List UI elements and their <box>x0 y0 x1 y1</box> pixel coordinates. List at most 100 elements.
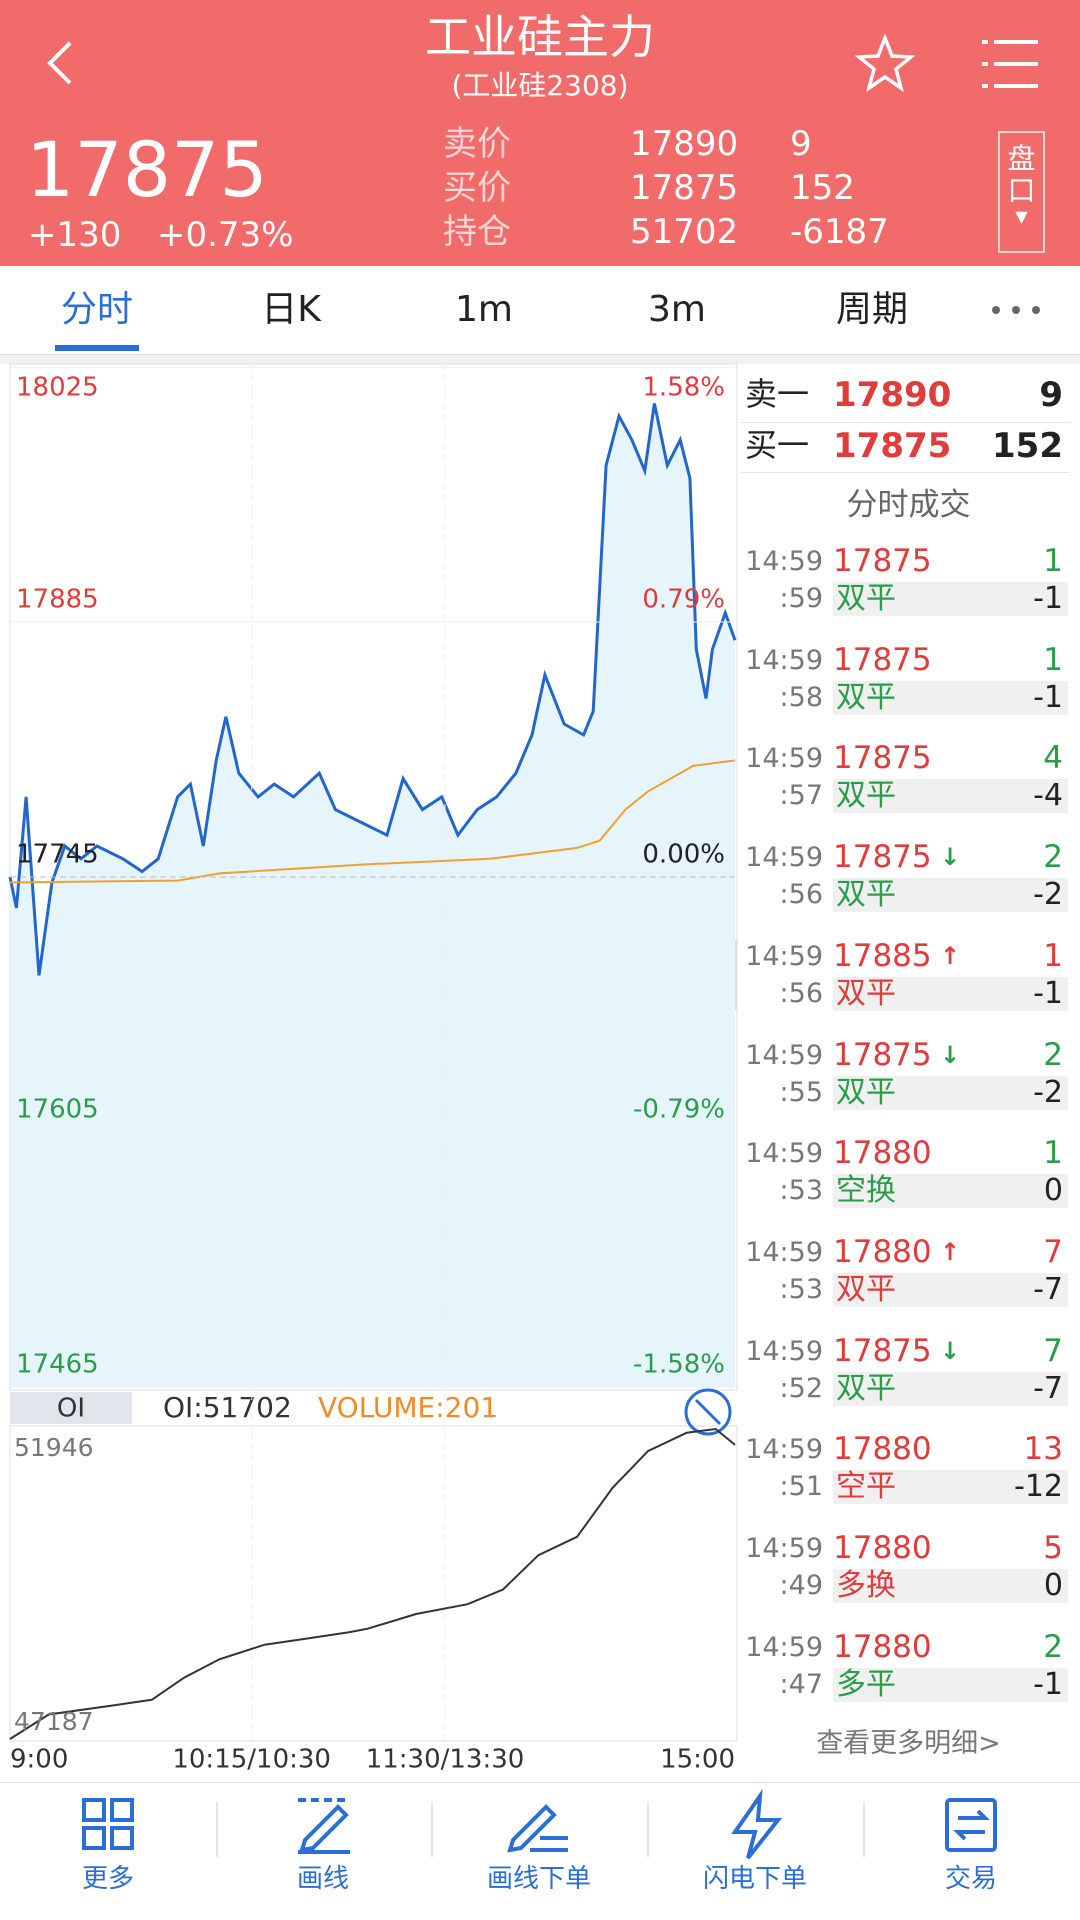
quote-label: 持仓 <box>443 212 511 252</box>
back-button[interactable] <box>40 38 80 88</box>
trade-volume: 1 <box>1043 1135 1063 1172</box>
trade-type: 双平 <box>836 975 896 1011</box>
chart: OI OI:51702 VOLUME:201 18025 17885 17745 17… <box>8 363 738 1775</box>
book-price: 17875 <box>833 426 952 466</box>
quote-label: 买价 <box>443 168 511 208</box>
trade-time: 14:59 <box>745 1236 823 1268</box>
trade-sec: :57 <box>779 780 823 812</box>
tab[interactable]: 分时 <box>60 289 133 330</box>
trade-arrow: ↓ <box>940 1336 961 1365</box>
spacer <box>0 355 1080 364</box>
depth-button-label: 盘 <box>1007 142 1036 175</box>
trade-sec: :55 <box>779 1076 823 1108</box>
trade-sec: :59 <box>779 583 823 614</box>
trade-volume: 2 <box>1043 839 1063 876</box>
y2-tick-label: -1.58% <box>633 1350 725 1380</box>
y2-tick-label: 1.58% <box>642 373 725 403</box>
trade-change-bg <box>833 976 1068 1011</box>
trade-change: -1 <box>1033 679 1063 715</box>
trade-change-bg <box>833 582 1068 616</box>
more-link[interactable]: 查看更多明细> <box>816 1728 1001 1759</box>
x-tick-label: 10:15/10:30 <box>172 1745 331 1775</box>
trade-change: -2 <box>1033 877 1063 913</box>
nav-item[interactable]: 交易 <box>944 1864 997 1894</box>
tab-indicator <box>55 345 139 351</box>
y-tick-label: 47187 <box>14 1707 94 1736</box>
quote-price: 17890 <box>630 124 739 164</box>
trade-sec: :52 <box>779 1372 823 1404</box>
trade-price: 17875 <box>833 1332 932 1369</box>
favorite-button[interactable] <box>855 34 915 94</box>
trade-change-bg <box>833 779 1068 814</box>
trade-price: 17880 <box>833 1530 932 1566</box>
trade-price: 17880 <box>833 1431 932 1468</box>
quote-price: 17875 <box>630 168 739 208</box>
oi-label: OI <box>57 1394 85 1424</box>
trade-price: 17880 <box>833 1233 932 1270</box>
trade-price: 17875 <box>833 1036 932 1073</box>
trade-price: 17880 <box>833 1628 932 1665</box>
trade-time: 14:59 <box>745 644 823 676</box>
book-price: 17890 <box>833 375 952 415</box>
y2-tick-label: 0.79% <box>642 585 725 615</box>
tab[interactable]: 1m <box>455 289 513 330</box>
trade-time: 14:59 <box>745 842 823 874</box>
book-volume: 152 <box>992 426 1063 466</box>
trade-type: 双平 <box>836 1074 896 1110</box>
nav-item[interactable]: 更多 <box>81 1864 134 1894</box>
quote-volume: 9 <box>790 124 812 164</box>
subtitle: (工业硅2308) <box>451 69 629 102</box>
trade-change-bg <box>833 878 1068 913</box>
title: 工业硅主力 <box>425 10 655 64</box>
trade-type: 双平 <box>836 1370 896 1406</box>
quote-price: 51702 <box>630 212 739 252</box>
trade-time: 14:59 <box>745 546 823 577</box>
trade-change-bg <box>833 1470 1068 1505</box>
tab[interactable]: 3m <box>648 289 706 330</box>
trade-type: 空换 <box>836 1173 896 1209</box>
oi-frame <box>9 1425 738 1742</box>
trade-change: -12 <box>1014 1469 1063 1505</box>
trade-time: 14:59 <box>745 743 823 775</box>
x-tick-label: 9:00 <box>10 1745 68 1775</box>
y-tick-label: 51946 <box>14 1433 94 1462</box>
trade-change: -1 <box>1033 975 1063 1011</box>
trade-volume: 4 <box>1043 740 1063 777</box>
nav-item[interactable]: 画线下单 <box>486 1864 591 1894</box>
nav-item[interactable]: 闪电下单 <box>702 1864 807 1894</box>
trade-price: 17875 <box>833 543 932 579</box>
y2-tick-label: -0.79% <box>633 1095 725 1125</box>
line <box>8 403 737 976</box>
menu-button[interactable] <box>980 36 1040 92</box>
expand-button[interactable] <box>684 1388 732 1436</box>
trade-change: 0 <box>1043 1173 1063 1209</box>
trade-volume: 7 <box>1043 1233 1063 1270</box>
trade-time: 14:59 <box>745 1533 823 1564</box>
trade-arrow: ↑ <box>940 941 961 970</box>
trade-arrow: ↑ <box>940 1237 961 1266</box>
trade-volume: 2 <box>1043 1036 1063 1073</box>
trade-price: 17880 <box>833 1135 932 1172</box>
trade-type: 多换 <box>836 1568 896 1603</box>
trade-sec: :53 <box>779 1273 823 1305</box>
trade-change-bg <box>833 1272 1068 1307</box>
trade-change-bg <box>833 1075 1068 1110</box>
tab-bar <box>0 266 1080 355</box>
tab[interactable]: 周期 <box>835 289 908 330</box>
trade-change-bg <box>833 1569 1068 1603</box>
trade-change: -7 <box>1033 1271 1063 1307</box>
nav-item[interactable]: 画线 <box>296 1864 349 1894</box>
trade-type: 双平 <box>836 1271 896 1307</box>
trade-sec: :49 <box>779 1570 823 1601</box>
trade-sec: :47 <box>779 1668 823 1700</box>
book-volume: 9 <box>1039 375 1063 415</box>
quote-volume: 152 <box>790 168 855 208</box>
trade-change-bg <box>833 680 1068 715</box>
more-tabs[interactable] <box>990 302 1042 318</box>
trade-type: 双平 <box>836 778 896 814</box>
last-price: 17875 <box>26 125 268 214</box>
tab[interactable]: 日K <box>261 289 321 330</box>
depth-button[interactable]: 盘 口 ▼ <box>998 131 1045 253</box>
oi-readout: OI:51702 <box>163 1391 292 1424</box>
